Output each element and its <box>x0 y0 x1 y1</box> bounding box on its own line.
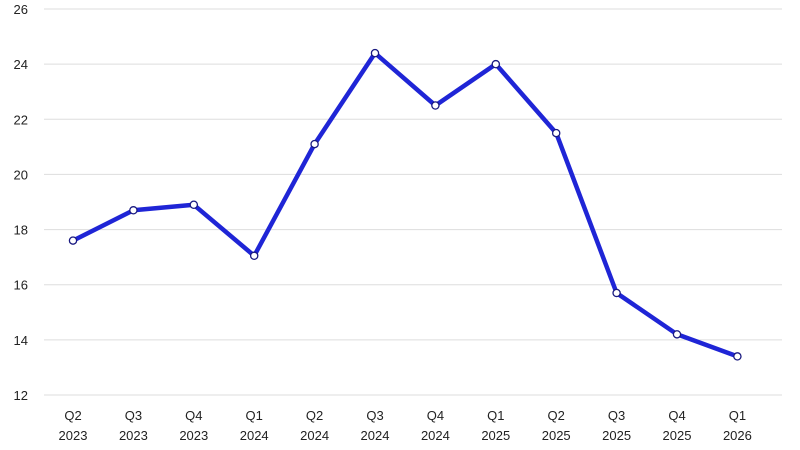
x-tick-label: Q2 2025 <box>542 408 571 443</box>
data-point <box>189 200 199 210</box>
x-tick-label: Q3 2025 <box>602 408 631 443</box>
data-point <box>672 330 682 339</box>
data-point <box>68 236 78 245</box>
x-tick-quarter: Q4 <box>427 408 444 423</box>
x-tick-quarter: Q2 <box>64 408 81 423</box>
data-point <box>551 128 561 138</box>
x-tick-quarter: Q2 <box>548 408 565 423</box>
data-point <box>370 48 380 58</box>
x-tick-label: Q4 2025 <box>663 408 692 443</box>
x-tick-label: Q2 2024 <box>300 408 329 443</box>
data-point <box>310 139 319 149</box>
y-axis-ticks: 12 14 16 18 20 22 24 26 <box>14 2 28 403</box>
data-point <box>249 251 259 261</box>
x-tick-label: Q1 2024 <box>240 408 269 443</box>
y-tick-label: 22 <box>14 112 28 127</box>
y-tick-label: 14 <box>14 333 28 348</box>
data-point <box>491 59 501 69</box>
x-tick-year: 2023 <box>59 428 88 443</box>
y-tick-label: 18 <box>14 223 28 238</box>
x-tick-year: 2025 <box>481 428 510 443</box>
x-tick-year: 2024 <box>421 428 450 443</box>
data-point <box>612 288 621 298</box>
y-tick-label: 20 <box>14 167 28 182</box>
x-axis-ticks: Q2 2023 Q3 2023 Q4 2023 Q1 2024 Q2 2024 Q3 2024 Q4 20… <box>59 408 752 443</box>
x-tick-year: 2023 <box>119 428 148 443</box>
series-layer <box>70 50 740 359</box>
x-tick-quarter: Q2 <box>306 408 323 423</box>
x-tick-year: 2023 <box>179 428 208 443</box>
data-point <box>129 206 138 215</box>
x-tick-year: 2025 <box>602 428 631 443</box>
data-point <box>431 101 440 110</box>
x-tick-label: Q2 2023 <box>59 408 88 443</box>
x-tick-label: Q3 2024 <box>361 408 390 443</box>
data-point <box>733 352 742 361</box>
x-tick-label: Q1 2026 <box>723 408 752 443</box>
gridlines <box>44 8 782 396</box>
x-tick-quarter: Q3 <box>366 408 383 423</box>
markers-layer <box>68 48 742 361</box>
x-tick-year: 2025 <box>663 428 692 443</box>
x-tick-quarter: Q3 <box>125 408 142 423</box>
y-tick-label: 26 <box>14 2 28 17</box>
x-tick-label: Q4 2024 <box>421 408 450 443</box>
x-tick-label: Q4 2023 <box>179 408 208 443</box>
x-tick-year: 2026 <box>723 428 752 443</box>
x-tick-year: 2024 <box>240 428 269 443</box>
x-tick-quarter: Q3 <box>608 408 625 423</box>
y-tick-label: 12 <box>14 388 28 403</box>
x-tick-year: 2024 <box>361 428 390 443</box>
x-tick-label: Q1 2025 <box>481 408 510 443</box>
y-tick-label: 24 <box>14 57 28 72</box>
x-tick-quarter: Q4 <box>185 408 202 423</box>
y-tick-label: 16 <box>14 278 28 293</box>
x-tick-quarter: Q1 <box>246 408 263 423</box>
x-tick-label: Q3 2023 <box>119 408 148 443</box>
x-tick-year: 2025 <box>542 428 571 443</box>
x-tick-quarter: Q1 <box>487 408 504 423</box>
x-tick-year: 2024 <box>300 428 329 443</box>
x-tick-quarter: Q1 <box>729 408 746 423</box>
x-tick-quarter: Q4 <box>668 408 685 423</box>
series-line-0 <box>70 50 740 359</box>
